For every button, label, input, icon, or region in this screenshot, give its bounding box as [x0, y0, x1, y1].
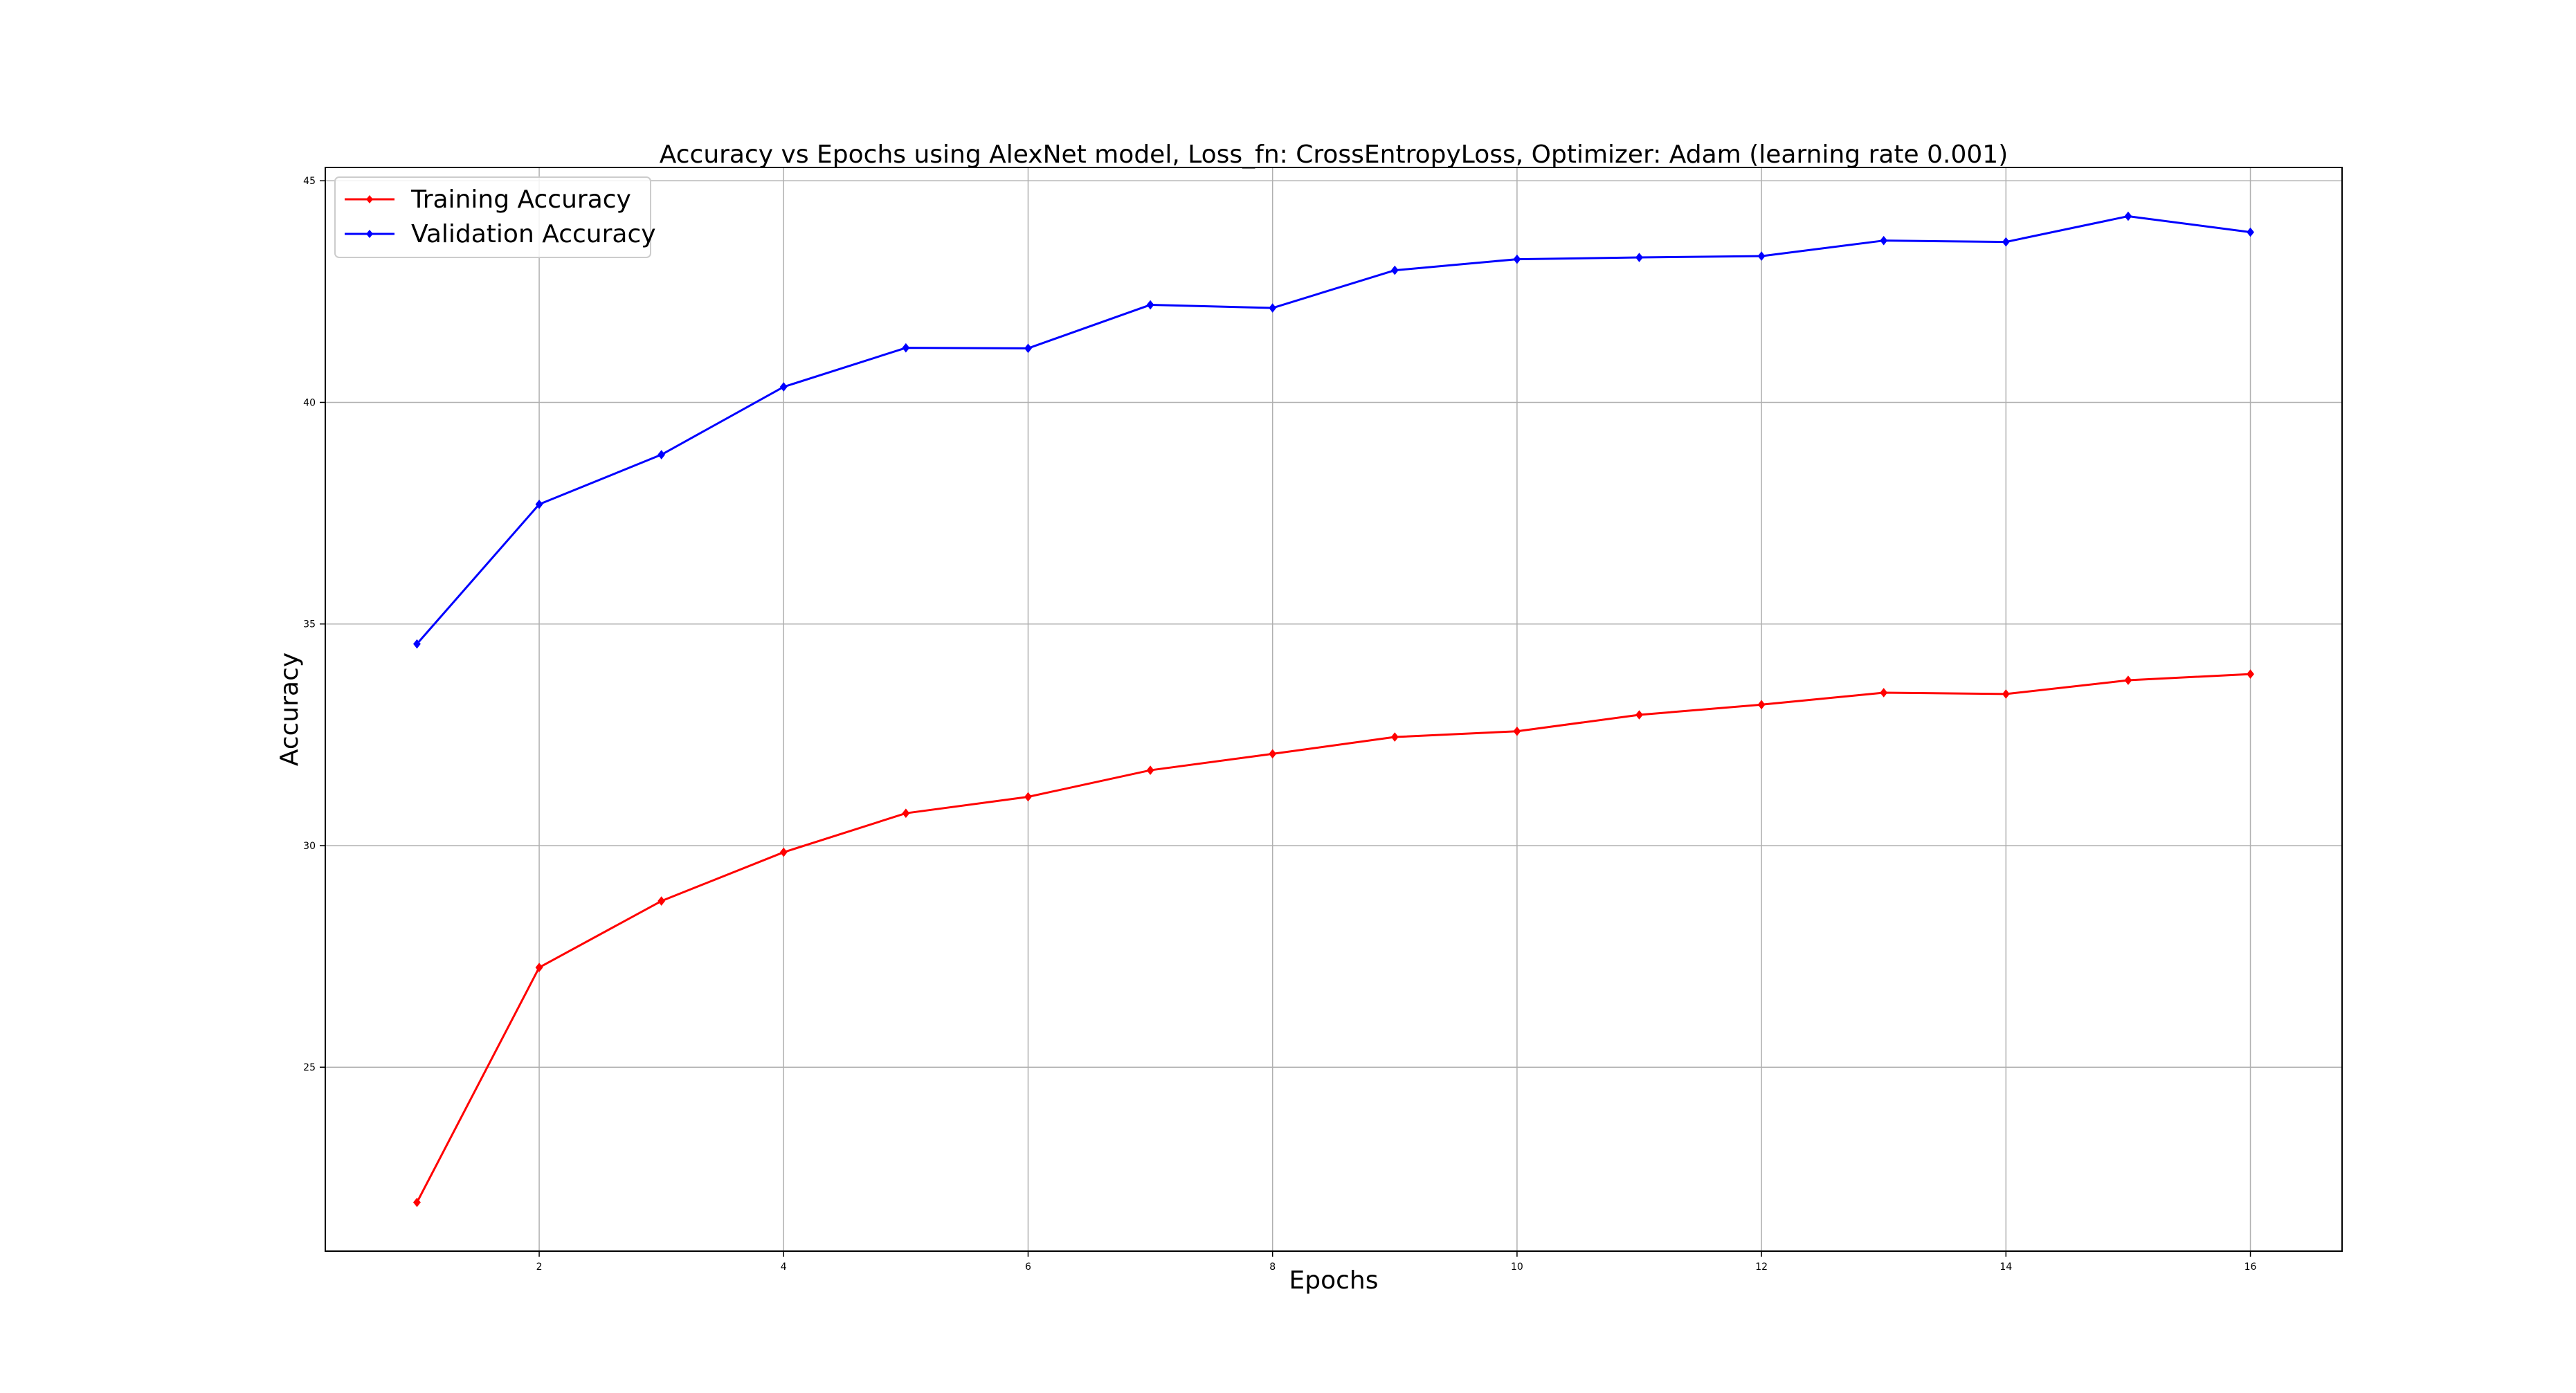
data-point-validation-accuracy: [1269, 303, 1277, 313]
data-point-validation-accuracy: [1024, 343, 1032, 354]
y-tick-label: 35: [303, 619, 316, 630]
x-tick-label: 6: [1025, 1262, 1031, 1273]
y-tick-label: 30: [303, 841, 316, 852]
y-tick-label: 40: [303, 397, 316, 408]
x-tick-label: 4: [781, 1262, 787, 1273]
data-point-training-accuracy: [1635, 710, 1643, 720]
x-tick-label: 12: [1755, 1262, 1768, 1273]
series-lines: [413, 211, 2254, 1208]
data-point-validation-accuracy: [1757, 251, 1766, 261]
data-point-training-accuracy: [1757, 700, 1766, 710]
legend-box: [334, 176, 651, 258]
data-point-validation-accuracy: [1880, 235, 1888, 246]
data-point-validation-accuracy: [2124, 211, 2132, 221]
x-tick-label: 2: [536, 1262, 543, 1273]
x-tick-label: 14: [1999, 1262, 2012, 1273]
data-point-validation-accuracy: [413, 639, 421, 649]
data-point-training-accuracy: [779, 847, 788, 857]
data-point-validation-accuracy: [1635, 253, 1643, 262]
plot-area-frame: [325, 167, 2343, 1252]
data-point-training-accuracy: [535, 963, 543, 972]
data-point-validation-accuracy: [1146, 300, 1154, 310]
x-tick-label: 16: [2244, 1262, 2257, 1273]
data-point-validation-accuracy: [779, 382, 788, 392]
data-point-validation-accuracy: [535, 499, 543, 509]
legend: Training Accuracy Validation Accuracy: [334, 176, 656, 258]
legend-marker-training: [366, 195, 373, 203]
y-tick-label: 45: [303, 176, 316, 187]
data-point-training-accuracy: [1513, 726, 1521, 736]
data-point-training-accuracy: [1269, 749, 1277, 759]
data-point-training-accuracy: [2247, 669, 2254, 679]
chart-title: Accuracy vs Epochs using AlexNet model, …: [660, 140, 2008, 169]
legend-label-validation: Validation Accuracy: [411, 220, 656, 248]
data-point-training-accuracy: [1146, 765, 1154, 775]
data-point-validation-accuracy: [657, 450, 666, 459]
data-point-validation-accuracy: [2002, 237, 2010, 247]
series-line-validation-accuracy: [416, 215, 2251, 645]
data-point-training-accuracy: [2002, 689, 2010, 699]
data-point-validation-accuracy: [2247, 227, 2254, 237]
series-training-accuracy: [413, 669, 2254, 1208]
data-point-training-accuracy: [1880, 688, 1888, 698]
data-point-validation-accuracy: [902, 343, 910, 353]
legend-label-training: Training Accuracy: [410, 185, 631, 214]
y-axis-label: Accuracy: [275, 653, 304, 766]
x-axis-label: Epochs: [1289, 1266, 1379, 1295]
y-tick-label: 25: [303, 1062, 316, 1073]
y-axis-ticks: 25 30 35 40 45: [303, 176, 325, 1073]
data-point-training-accuracy: [413, 1197, 421, 1208]
data-point-training-accuracy: [1390, 732, 1399, 742]
data-point-validation-accuracy: [1390, 265, 1399, 275]
x-tick-label: 10: [1511, 1262, 1523, 1273]
series-line-training-accuracy: [416, 673, 2251, 1203]
legend-marker-validation: [366, 230, 373, 238]
x-tick-label: 8: [1269, 1262, 1276, 1273]
data-point-training-accuracy: [657, 896, 666, 906]
data-point-validation-accuracy: [1513, 254, 1521, 264]
data-point-training-accuracy: [902, 808, 910, 818]
x-axis-ticks: 2 4 6 8 10 12 14 16: [536, 1251, 2257, 1273]
data-point-training-accuracy: [1024, 792, 1032, 802]
data-point-training-accuracy: [2124, 675, 2132, 685]
series-validation-accuracy: [413, 211, 2254, 649]
